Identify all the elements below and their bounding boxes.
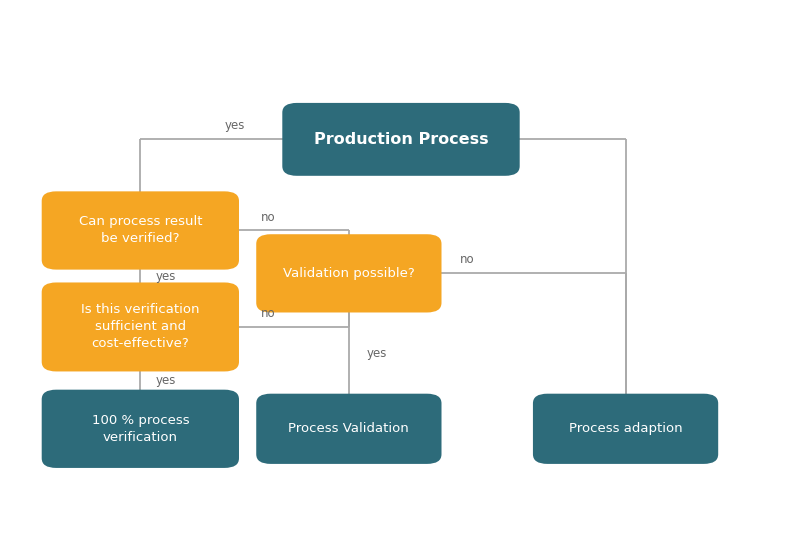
Text: no: no — [261, 211, 276, 224]
FancyBboxPatch shape — [533, 393, 718, 464]
FancyBboxPatch shape — [257, 234, 441, 312]
Text: yes: yes — [367, 347, 387, 360]
Text: no: no — [460, 254, 475, 266]
FancyBboxPatch shape — [42, 191, 239, 270]
Text: Validation possible?: Validation possible? — [283, 267, 415, 280]
FancyBboxPatch shape — [42, 282, 239, 371]
Text: 100 % process
verification: 100 % process verification — [91, 414, 189, 444]
FancyBboxPatch shape — [282, 103, 520, 176]
Text: yes: yes — [156, 270, 176, 282]
Text: yes: yes — [225, 120, 245, 132]
Text: Can process result
be verified?: Can process result be verified? — [79, 215, 202, 245]
Text: yes: yes — [156, 374, 176, 387]
Text: Process Validation: Process Validation — [289, 422, 409, 435]
FancyBboxPatch shape — [42, 390, 239, 468]
FancyBboxPatch shape — [257, 393, 441, 464]
Text: no: no — [261, 307, 276, 320]
Text: Is this verification
sufficient and
cost-effective?: Is this verification sufficient and cost… — [81, 303, 200, 351]
Text: Production Process: Production Process — [314, 132, 488, 147]
Text: Process adaption: Process adaption — [569, 422, 683, 435]
